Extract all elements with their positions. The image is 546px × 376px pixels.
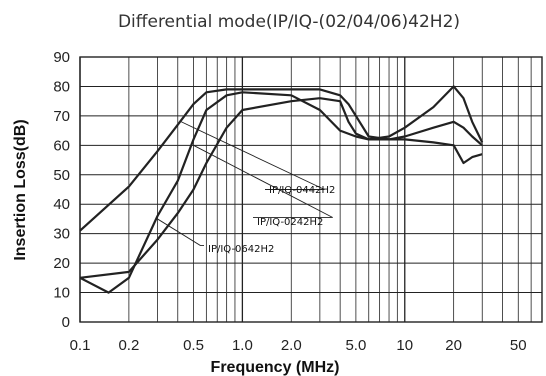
series-layer: [79, 85, 484, 294]
annotation-label: IP/IQ-0442H2: [269, 185, 335, 196]
annotation-leader: [193, 144, 333, 218]
x-axis-label: Frequency (MHz): [211, 359, 340, 376]
y-tick-labels: 0 10 20 30 40 50 60 70 80 90: [53, 49, 70, 331]
x-tick-labels: 0.1 0.2 0.5 1.0 2.0 5.0 10 20 50: [70, 337, 527, 354]
y-tick-label: 60: [53, 137, 70, 154]
x-tick-label: 0.2: [118, 337, 139, 354]
x-tick-label: 2.0: [281, 337, 302, 354]
x-tick-label: 5.0: [345, 337, 366, 354]
annotation-leader: [181, 121, 325, 190]
plot-frame: [79, 56, 543, 323]
x-tick-label: 0.1: [70, 337, 91, 354]
series-line: [79, 88, 483, 232]
x-tick-label: 1.0: [232, 337, 253, 354]
y-tick-label: 40: [53, 196, 70, 213]
y-tick-label: 80: [53, 78, 70, 95]
y-tick-label: 50: [53, 167, 70, 184]
x-tick-label: 10: [396, 337, 413, 354]
y-tick-label: 0: [62, 314, 70, 331]
x-tick-label: 0.5: [183, 337, 204, 354]
annotation-label: IP/IQ-0242H2: [257, 217, 323, 228]
chart-grid: [79, 56, 543, 323]
y-tick-label: 30: [53, 226, 70, 243]
series-line: [79, 85, 484, 294]
annotation-label: IP/IQ-0642H2: [208, 244, 274, 255]
series-line: [79, 97, 483, 279]
y-tick-label: 70: [53, 108, 70, 125]
annotation-layer: IP/IQ-0442H2 IP/IQ-0242H2 IP/IQ-0642H2: [157, 121, 335, 255]
y-tick-label: 20: [53, 255, 70, 272]
annotation-leader: [157, 218, 204, 246]
y-tick-label: 90: [53, 49, 70, 66]
y-tick-label: 10: [53, 285, 70, 302]
chart-title: Differential mode(IP/IQ-(02/04/06)42H2): [118, 12, 460, 32]
x-tick-label: 20: [445, 337, 462, 354]
x-tick-label: 50: [510, 337, 527, 354]
y-axis-label: Insertion Loss(dB): [12, 119, 29, 260]
